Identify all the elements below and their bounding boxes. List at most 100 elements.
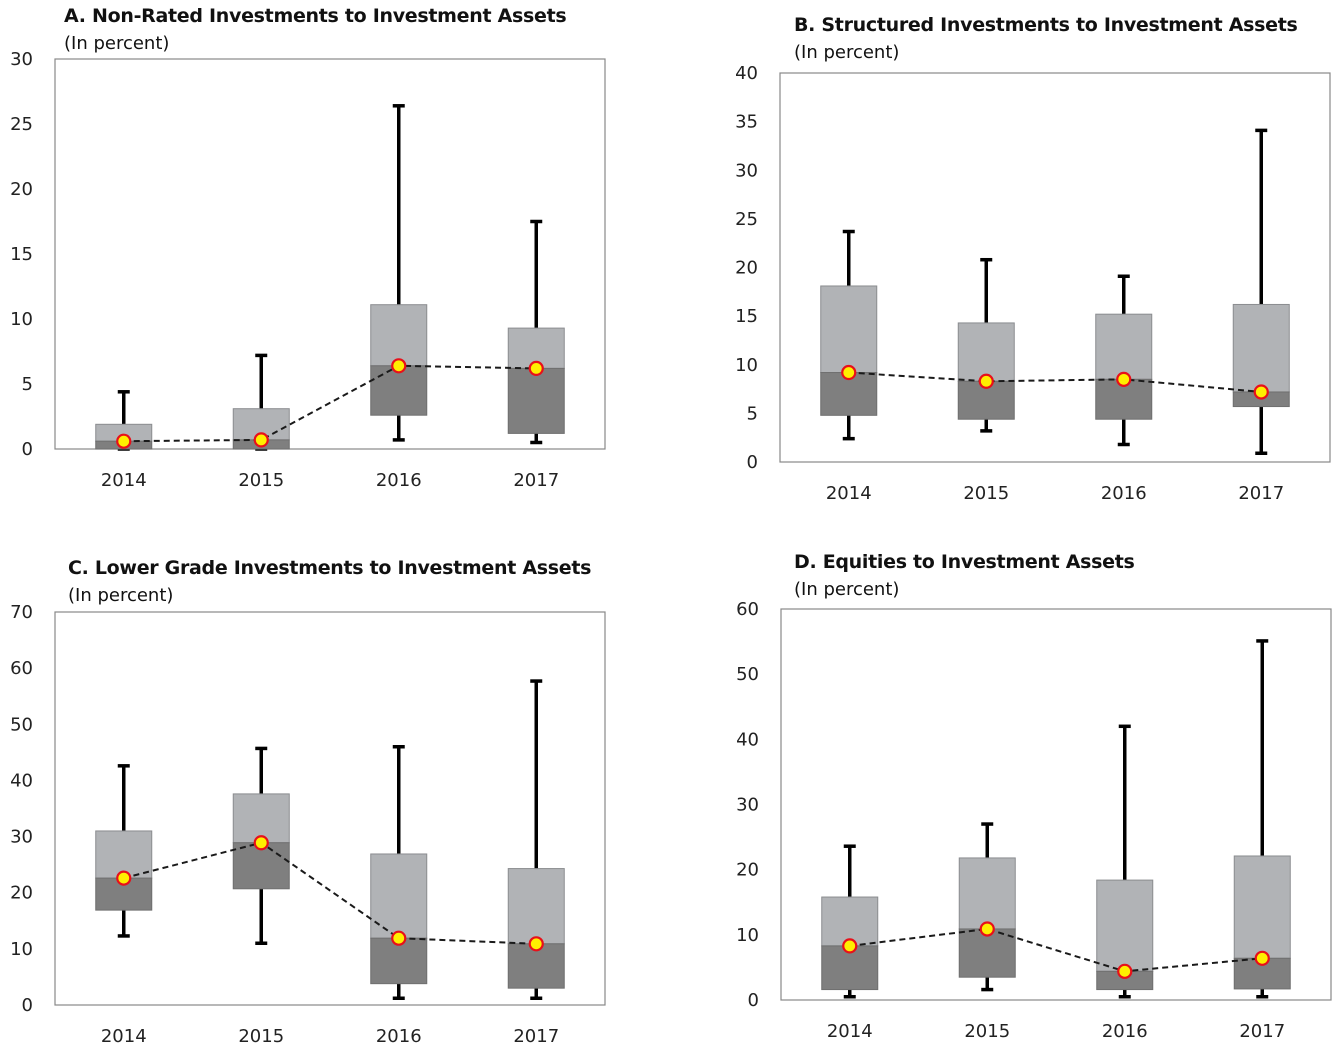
- y-tick-label: 50: [736, 664, 759, 685]
- y-tick-label: 30: [735, 160, 758, 181]
- y-tick-label: 0: [747, 452, 758, 473]
- x-tick-label: 2014: [101, 1026, 147, 1047]
- panel-c-chart: 0 10 20 30 40 50 60 70 2014 2015 2016 2017: [10, 602, 606, 1047]
- x-tick-label: 2017: [1239, 1021, 1285, 1042]
- plot-frame: [54, 611, 606, 1006]
- median-marker: [978, 373, 994, 389]
- x-tick-label: 2015: [963, 483, 1009, 504]
- box-upper: [1096, 879, 1154, 972]
- median-marker: [253, 432, 269, 448]
- median-marker: [391, 930, 407, 946]
- y-tick-label: 5: [747, 403, 758, 424]
- x-tick-label: 2015: [238, 470, 284, 491]
- y-tick-label: 60: [736, 599, 759, 620]
- x-tick-label: 2015: [238, 1026, 284, 1047]
- x-tick-label: 2016: [1101, 483, 1147, 504]
- y-tick-label: 25: [10, 114, 33, 135]
- x-tick-label: 2017: [1238, 483, 1284, 504]
- median-marker: [253, 835, 269, 851]
- x-tick-label: 2014: [826, 483, 872, 504]
- x-tick-label: 2017: [513, 1026, 559, 1047]
- box-lower: [507, 367, 565, 434]
- box-upper: [958, 857, 1016, 930]
- median-marker: [841, 364, 857, 381]
- y-tick-label: 20: [735, 258, 758, 279]
- box-lower: [958, 928, 1016, 978]
- x-tick-label: 2015: [964, 1021, 1010, 1042]
- x-tick-label: 2016: [376, 470, 422, 491]
- y-tick-label: 20: [10, 883, 33, 904]
- median-marker: [1116, 371, 1132, 387]
- median-marker: [528, 936, 544, 952]
- y-tick-label: 5: [22, 374, 33, 395]
- panel-d-title: D. Equities to Investment Assets: [794, 551, 1135, 573]
- median-marker: [528, 360, 544, 376]
- panel-a-title: A. Non-Rated Investments to Investment A…: [64, 5, 567, 27]
- median-marker: [391, 358, 407, 374]
- panel-b: B. Structured Investments to Investment …: [0, 0, 1334, 525]
- panel-b-subtitle: (In percent): [794, 42, 900, 63]
- y-tick-label: 0: [22, 439, 33, 460]
- box-upper: [1232, 303, 1290, 393]
- panel-c: C. Lower Grade Investments to Investment…: [10, 557, 606, 1047]
- y-tick-label: 50: [10, 714, 33, 735]
- median-marker: [116, 433, 132, 449]
- y-tick-label: 15: [10, 244, 33, 265]
- y-tick-label: 30: [10, 49, 33, 70]
- y-tick-label: 40: [736, 729, 759, 750]
- y-tick-label: 40: [735, 63, 758, 84]
- median-marker: [1254, 950, 1270, 966]
- y-tick-label: 20: [736, 860, 759, 881]
- median-marker: [1253, 384, 1269, 400]
- plot-frame: [54, 58, 606, 450]
- y-tick-label: 40: [10, 770, 33, 791]
- panel-a: A. Non-Rated Investments to Investment A…: [0, 0, 667, 525]
- box-upper: [370, 304, 428, 367]
- y-tick-label: 0: [22, 995, 33, 1016]
- box-upper: [1095, 313, 1153, 380]
- panel-c-title: C. Lower Grade Investments to Investment…: [68, 557, 592, 579]
- y-tick-label: 30: [736, 795, 759, 816]
- y-tick-label: 25: [735, 209, 758, 230]
- panel-d-subtitle: (In percent): [794, 579, 900, 600]
- y-tick-label: 10: [10, 939, 33, 960]
- median-marker: [1117, 963, 1133, 979]
- box-upper: [370, 853, 428, 939]
- x-tick-label: 2016: [376, 1026, 422, 1047]
- y-tick-label: 20: [10, 179, 33, 200]
- plot-frame: [780, 608, 1332, 1001]
- x-tick-label: 2017: [513, 470, 559, 491]
- y-tick-label: 0: [748, 990, 759, 1011]
- panel-b-chart: 0 5 10 15 20 25 30 35 40 2014 2015 2016 2017: [735, 63, 1331, 504]
- x-tick-label: 2014: [101, 470, 147, 491]
- median-marker: [842, 938, 858, 954]
- panel-c-subtitle: (In percent): [68, 585, 174, 606]
- box-upper: [820, 285, 878, 374]
- median-trend-line: [123, 364, 537, 443]
- plot-frame: [779, 72, 1331, 463]
- y-tick-label: 15: [735, 306, 758, 327]
- median-marker: [979, 921, 995, 937]
- y-tick-label: 60: [10, 658, 33, 679]
- panel-a-subtitle: (In percent): [64, 33, 170, 54]
- box-upper: [957, 322, 1015, 382]
- y-tick-label: 70: [10, 602, 33, 623]
- box-upper: [232, 793, 290, 844]
- panel-b-title: B. Structured Investments to Investment …: [794, 14, 1298, 36]
- median-marker: [116, 870, 132, 886]
- y-tick-label: 10: [736, 925, 759, 946]
- x-tick-label: 2016: [1102, 1021, 1148, 1042]
- box-lower: [370, 365, 428, 416]
- median-trend-line: [849, 927, 1263, 973]
- y-tick-label: 35: [735, 112, 758, 133]
- box-upper: [1233, 855, 1291, 959]
- y-tick-label: 10: [735, 355, 758, 376]
- box-upper: [821, 896, 879, 947]
- box-upper: [95, 830, 153, 879]
- x-tick-label: 2014: [827, 1021, 873, 1042]
- y-tick-label: 30: [10, 827, 33, 848]
- median-trend-line: [848, 371, 1262, 393]
- panel-a-chart: 0 5 10 15 20 25 30 2014 2015 2016 2017: [10, 49, 606, 491]
